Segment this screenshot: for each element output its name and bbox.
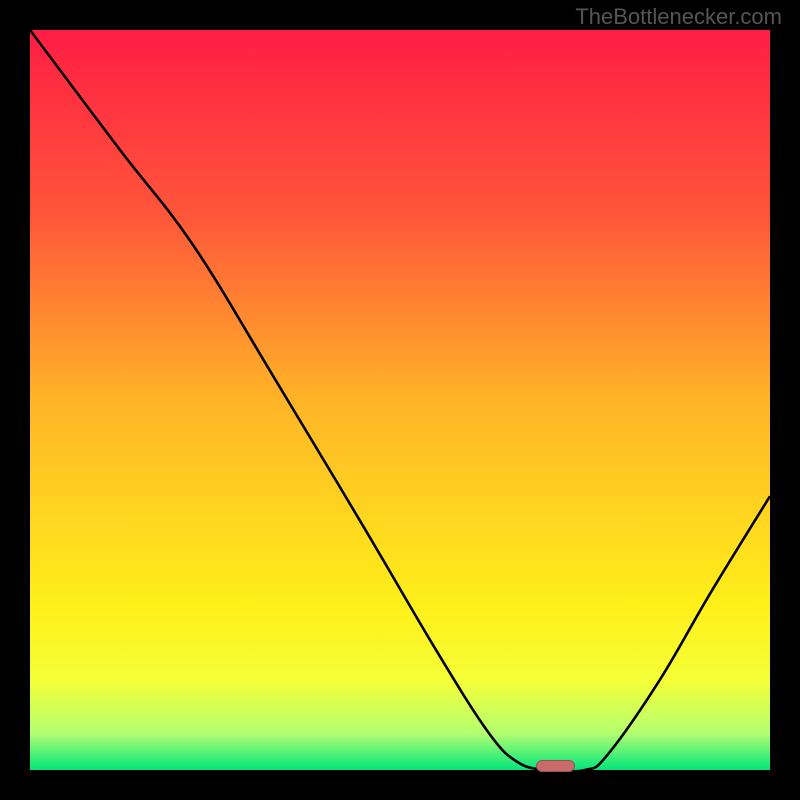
plot-area [30, 30, 770, 770]
optimal-marker [536, 760, 574, 772]
chart-container: TheBottlenecker.com [0, 0, 800, 800]
curve-path [30, 30, 770, 770]
watermark-text: TheBottlenecker.com [575, 4, 782, 30]
bottleneck-curve [30, 30, 770, 770]
